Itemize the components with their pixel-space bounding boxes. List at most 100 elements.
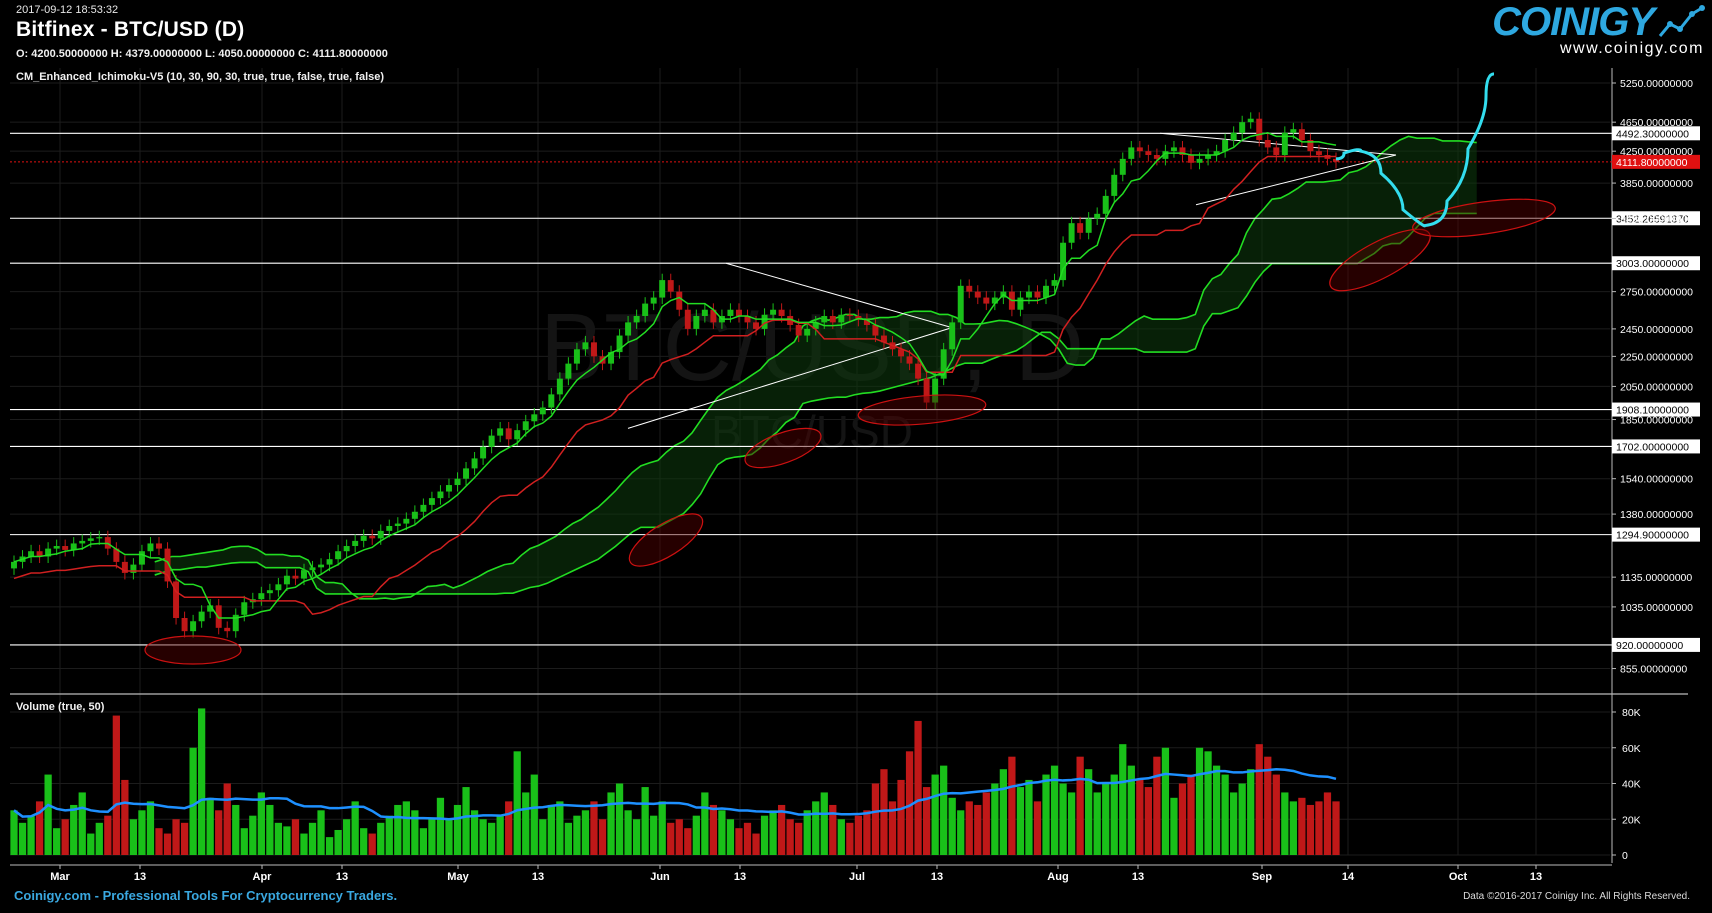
candle-body bbox=[266, 590, 273, 594]
logo-url[interactable]: www.coinigy.com bbox=[1559, 40, 1704, 57]
candle bbox=[1281, 126, 1288, 162]
level-label: 3003.00000000 bbox=[1616, 258, 1689, 270]
candle-body bbox=[1273, 147, 1280, 156]
timestamp: 2017-09-12 18:53:32 bbox=[16, 4, 119, 16]
candle bbox=[676, 285, 683, 317]
volume-bar bbox=[1050, 765, 1059, 855]
candle bbox=[164, 542, 171, 588]
coinigy-logo[interactable]: COINIGY bbox=[1492, 0, 1655, 45]
volume-bar bbox=[436, 797, 445, 855]
volume-tick-label: 80K bbox=[1622, 707, 1641, 719]
candle-body bbox=[437, 491, 444, 499]
volume-bar bbox=[795, 822, 803, 855]
volume-bar bbox=[871, 783, 880, 855]
candle-body bbox=[45, 548, 52, 557]
candle bbox=[565, 357, 572, 386]
candle bbox=[1077, 216, 1084, 240]
candle bbox=[1239, 115, 1246, 140]
candle bbox=[573, 342, 580, 371]
volume-bar bbox=[146, 801, 155, 855]
candle-body bbox=[275, 584, 282, 591]
candle bbox=[906, 349, 913, 371]
candle-body bbox=[1111, 174, 1118, 196]
candle-body bbox=[445, 485, 452, 492]
volume-bar bbox=[846, 822, 854, 855]
candle bbox=[488, 429, 495, 454]
candle-body bbox=[215, 605, 222, 628]
cloud-span-b bbox=[154, 212, 1477, 595]
volume-bar bbox=[274, 822, 283, 855]
candle-body bbox=[1085, 218, 1092, 233]
volume-bar bbox=[1144, 787, 1152, 855]
volume-bar bbox=[1195, 747, 1204, 855]
candle bbox=[898, 342, 905, 363]
candle bbox=[701, 303, 708, 323]
candle-body bbox=[1196, 158, 1203, 163]
candle-body bbox=[11, 561, 17, 569]
volume-bar bbox=[777, 804, 786, 855]
volume-bar bbox=[684, 828, 692, 855]
volume-bar bbox=[1161, 747, 1170, 855]
logo-text: COINIGY bbox=[1492, 0, 1655, 44]
volume-bar bbox=[931, 774, 939, 855]
ohlc-readout: O: 4200.50000000 H: 4379.00000000 L: 405… bbox=[16, 48, 388, 60]
candle bbox=[539, 401, 546, 421]
chart-title: Bitfinex - BTC/USD (D) bbox=[16, 18, 245, 41]
candle-body bbox=[480, 446, 487, 459]
volume-bar bbox=[1178, 783, 1187, 855]
candle-body bbox=[1136, 147, 1143, 152]
volume-bar bbox=[163, 833, 172, 855]
candle bbox=[352, 534, 359, 553]
time-tick-label: Jul bbox=[849, 871, 865, 883]
candle bbox=[1256, 112, 1263, 147]
time-tick-label: Sep bbox=[1252, 871, 1272, 883]
volume-bar bbox=[1272, 774, 1280, 855]
price-tick-label: 1540.00000000 bbox=[1620, 474, 1693, 486]
price-tick-label: 855.00000000 bbox=[1620, 664, 1687, 676]
candle bbox=[642, 297, 649, 323]
level-label-box bbox=[1612, 402, 1700, 417]
time-tick-label: 13 bbox=[1530, 871, 1542, 883]
candle-body bbox=[1239, 122, 1246, 133]
candle bbox=[1111, 168, 1118, 203]
volume-bar bbox=[351, 801, 359, 855]
candle bbox=[292, 569, 299, 586]
volume-bar bbox=[1212, 765, 1221, 855]
candle bbox=[923, 372, 930, 410]
volume-bar bbox=[667, 822, 675, 855]
volume-bar bbox=[215, 810, 223, 855]
time-tick-label: 13 bbox=[532, 871, 544, 883]
volume-bar bbox=[198, 708, 206, 855]
candle-body bbox=[309, 567, 316, 571]
candle-body bbox=[156, 543, 162, 549]
volume-bar bbox=[104, 815, 112, 855]
candle-body bbox=[377, 530, 384, 539]
indicator-label: CM_Enhanced_Ichimoku-V5 (10, 30, 90, 30,… bbox=[16, 71, 385, 83]
candle-body bbox=[1213, 151, 1220, 156]
volume-bar bbox=[1289, 801, 1297, 855]
time-tick-label: 13 bbox=[336, 871, 348, 883]
volume-bar bbox=[35, 801, 44, 855]
candle bbox=[710, 303, 717, 329]
level-label: 1702.00000000 bbox=[1616, 441, 1689, 453]
volume-bar bbox=[308, 822, 317, 855]
candle-body bbox=[36, 551, 43, 557]
time-tick-label: Mar bbox=[50, 871, 70, 883]
volume-bar bbox=[897, 779, 905, 855]
volume-bar bbox=[581, 810, 590, 855]
candle-body bbox=[420, 504, 427, 512]
candle-body bbox=[761, 314, 768, 329]
volume-bar bbox=[27, 815, 35, 855]
candle bbox=[224, 621, 231, 638]
candle-body bbox=[838, 314, 845, 323]
volume-bar bbox=[718, 810, 726, 855]
footer-tagline[interactable]: Coinigy.com - Professional Tools For Cry… bbox=[14, 888, 398, 903]
volume-tick-label: 0 bbox=[1622, 850, 1628, 862]
volume-bar bbox=[428, 819, 436, 855]
volume-bar bbox=[61, 819, 69, 855]
volume-bar bbox=[948, 797, 956, 855]
candle-body bbox=[121, 561, 128, 573]
projection-curve bbox=[1335, 72, 1495, 228]
candle-body bbox=[531, 414, 538, 422]
volume-bar bbox=[726, 819, 735, 855]
